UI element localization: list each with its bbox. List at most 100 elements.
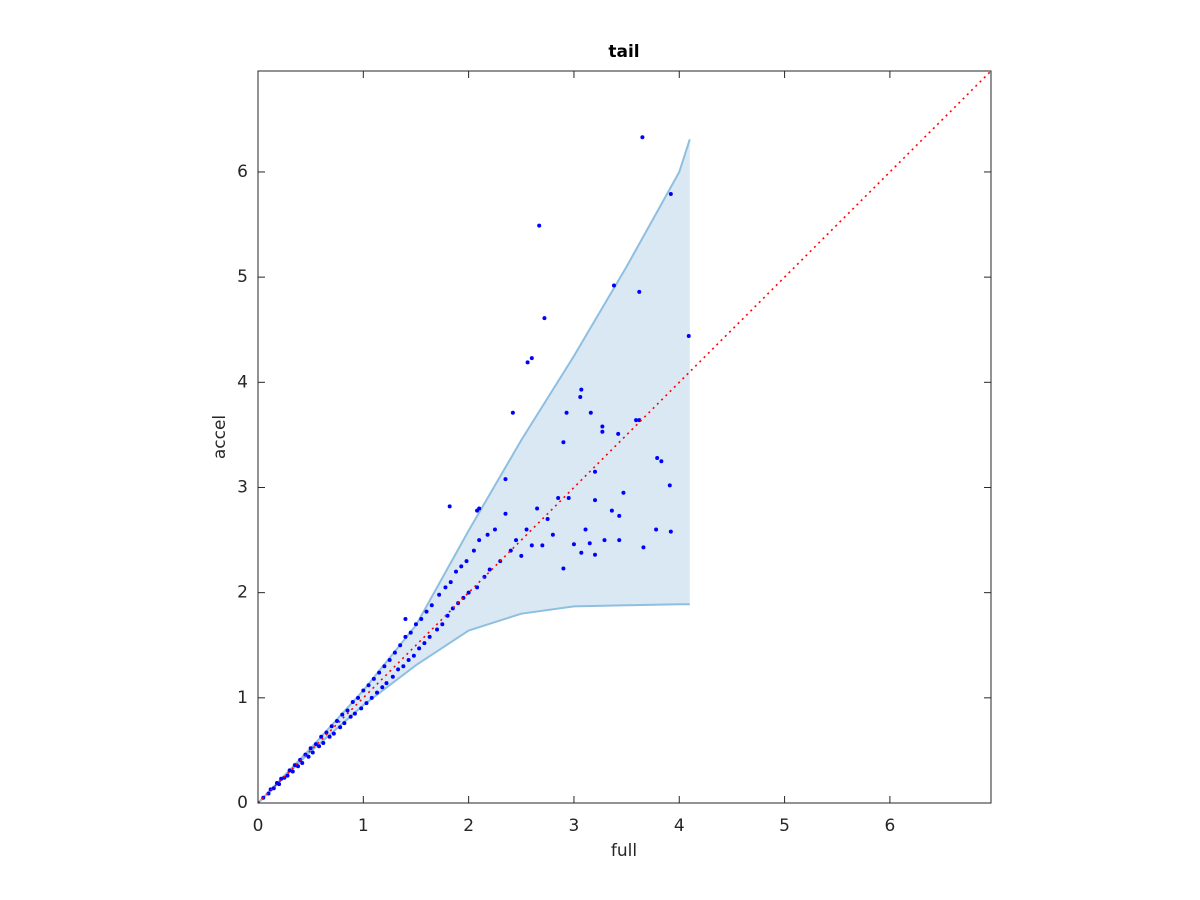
point [296, 764, 301, 769]
reference-line [257, 70, 992, 804]
y-tick-label: 2 [237, 583, 248, 603]
point [429, 603, 434, 608]
point [448, 580, 453, 585]
point [464, 559, 469, 564]
point [279, 776, 284, 781]
point [321, 741, 326, 746]
point [384, 681, 389, 686]
point [587, 541, 592, 546]
point [525, 360, 530, 365]
point [578, 395, 583, 400]
point [668, 529, 673, 534]
point [308, 746, 313, 751]
point [359, 706, 364, 711]
point [356, 695, 361, 700]
point [593, 552, 598, 557]
point [561, 566, 566, 571]
point [331, 731, 336, 736]
point [519, 553, 524, 558]
point [327, 734, 332, 739]
point [375, 690, 380, 695]
point [477, 538, 482, 543]
point [350, 700, 355, 705]
point [524, 527, 529, 532]
point [602, 538, 607, 543]
x-tick-label: 2 [463, 816, 474, 836]
point [487, 567, 492, 572]
point [411, 653, 416, 658]
point [617, 513, 622, 518]
point [319, 734, 324, 739]
x-tick-label: 5 [779, 816, 790, 836]
point [377, 670, 382, 675]
y-tick-label: 3 [237, 477, 248, 497]
point [475, 585, 480, 590]
point [361, 688, 366, 693]
point [540, 543, 545, 548]
point [424, 609, 429, 614]
x-axis-label: full [611, 841, 637, 861]
point [655, 456, 660, 461]
point [566, 496, 571, 500]
point [571, 542, 576, 547]
point [352, 711, 357, 716]
point [588, 410, 593, 415]
point [437, 592, 442, 597]
point [387, 657, 392, 662]
y-tick-label: 5 [237, 267, 248, 287]
band-lower-edge [257, 603, 690, 804]
point [466, 590, 471, 595]
point [459, 564, 464, 569]
point [382, 664, 387, 669]
point [427, 634, 432, 639]
point [564, 410, 569, 415]
point [529, 356, 534, 361]
point [329, 724, 334, 729]
point [348, 714, 353, 719]
point [406, 657, 411, 662]
point [641, 545, 646, 550]
point [317, 744, 322, 749]
point [593, 498, 598, 503]
x-tick-label: 3 [569, 816, 580, 836]
point [334, 718, 339, 723]
point [616, 431, 621, 436]
point [390, 674, 395, 679]
point [398, 643, 403, 648]
point [583, 527, 588, 532]
point [371, 676, 376, 681]
point [447, 504, 452, 509]
point [617, 538, 622, 543]
y-tick-label: 0 [237, 793, 248, 813]
point [342, 721, 347, 726]
point [401, 664, 406, 669]
y-tick-label: 6 [237, 162, 248, 182]
point [514, 538, 519, 543]
point [300, 761, 305, 766]
point [403, 634, 408, 639]
point [277, 782, 282, 787]
point [408, 630, 413, 635]
point [435, 627, 440, 632]
point [593, 469, 598, 474]
point [600, 424, 605, 429]
point [686, 334, 691, 339]
y-tick-label: 1 [237, 688, 248, 708]
point [667, 483, 672, 488]
point [492, 527, 497, 532]
point [621, 490, 626, 495]
plot-frame [257, 70, 992, 804]
point [611, 283, 616, 288]
point [545, 517, 550, 522]
y-axis-label: accel [210, 415, 230, 459]
point [369, 695, 374, 700]
point [443, 585, 448, 590]
point [392, 650, 397, 655]
point [364, 701, 369, 706]
point [285, 773, 290, 778]
point [529, 543, 534, 548]
point [668, 192, 673, 197]
point [396, 667, 401, 672]
